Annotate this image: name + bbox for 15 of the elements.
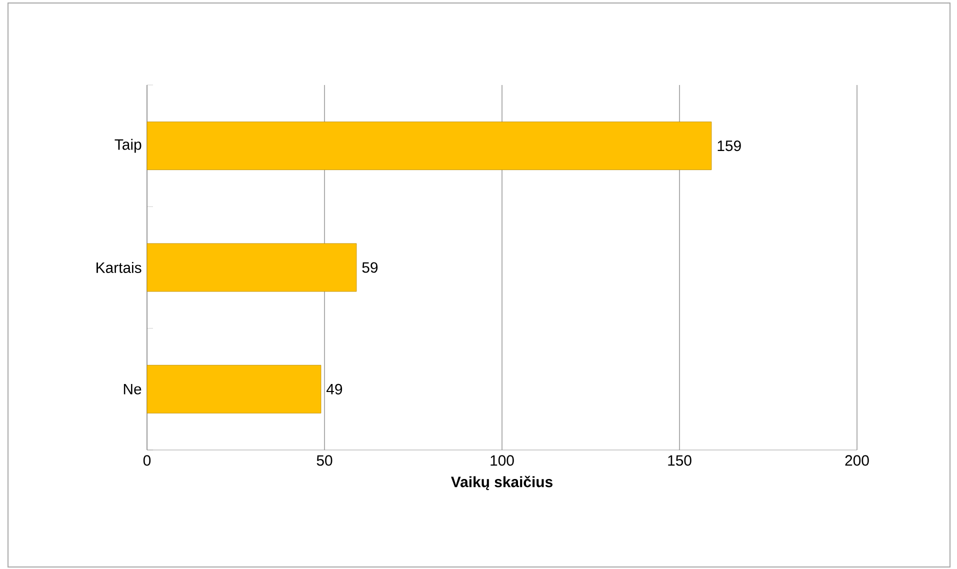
y-tick-label: Taip [114,138,142,153]
x-tick-label: 150 [668,455,692,466]
y-tick-label: Ne [124,384,142,394]
x-tick-label: 50 [316,455,332,466]
bar [146,364,322,414]
x-tick-label: 200 [845,455,869,466]
x-axis-title: Vaikų skaičius [451,476,552,490]
data-label: 59 [362,262,378,273]
data-label: 159 [718,140,741,152]
x-tick-label: 0 [143,455,151,466]
y-tick-label: Kartais [96,262,142,273]
bar [146,243,357,292]
x-tick-label: 100 [490,455,514,466]
data-label: 49 [326,384,342,394]
bar [146,122,712,170]
